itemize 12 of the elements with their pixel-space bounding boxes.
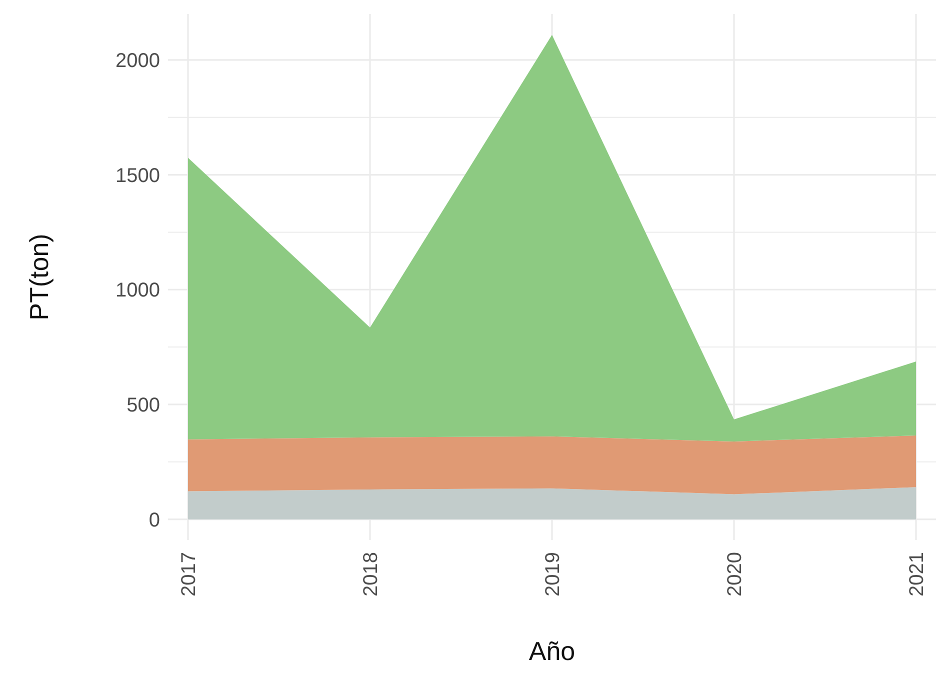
x-tick-label: 2018 <box>360 552 382 596</box>
x-tick-label: 2020 <box>724 552 746 596</box>
x-axis-title: Año <box>528 636 576 666</box>
y-axis-title: PT(ton) <box>24 234 54 320</box>
y-tick-label: 500 <box>126 394 160 416</box>
x-tick-label: 2021 <box>906 552 928 596</box>
x-tick-label: 2019 <box>542 552 564 596</box>
y-tick-label: 0 <box>148 509 160 532</box>
x-tick-label: 2017 <box>178 552 200 596</box>
y-tick-label: 1500 <box>116 164 160 187</box>
y-tick-label: 2000 <box>116 50 160 72</box>
y-tick-label: 1000 <box>116 280 160 302</box>
